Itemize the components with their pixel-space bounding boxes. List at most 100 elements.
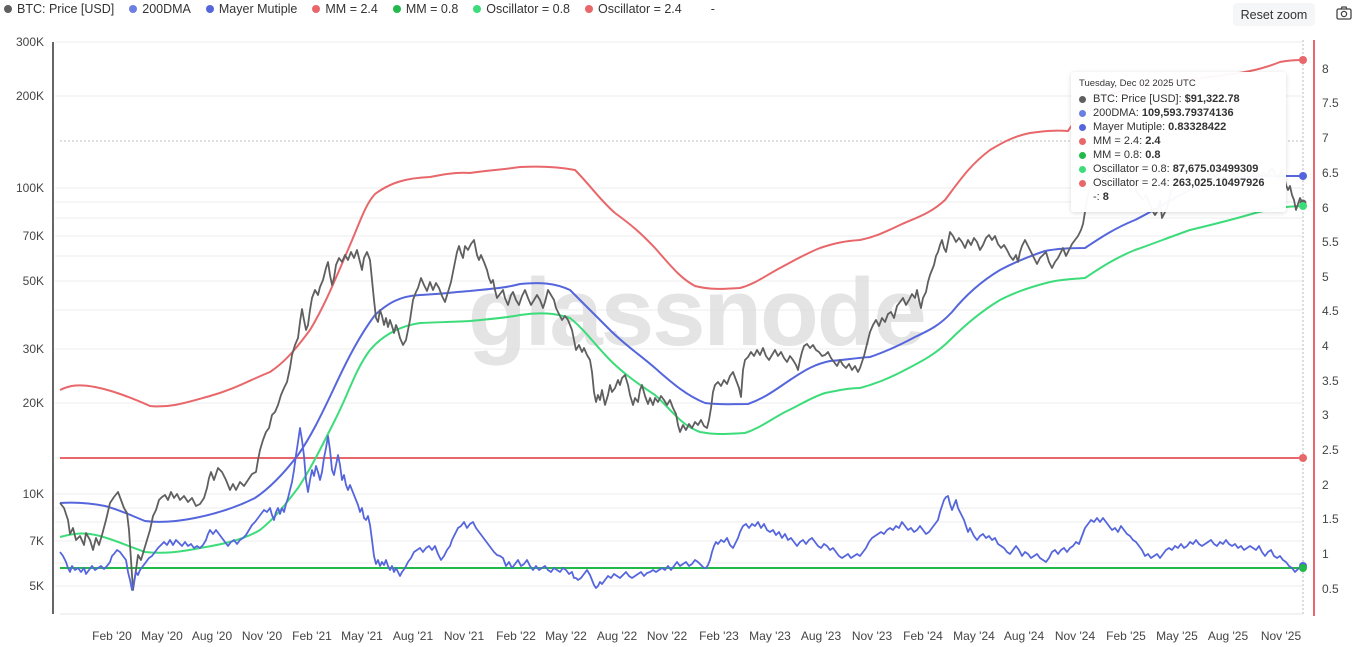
svg-text:Aug '21: Aug '21 [393,629,434,643]
legend-dot-icon [585,5,594,13]
legend-item-mayer-multiple[interactable]: Mayer Mutiple [205,2,298,16]
svg-text:3: 3 [1322,408,1329,422]
legend-label: Oscillator = 0.8 [486,2,571,16]
svg-text:5: 5 [1322,270,1329,284]
legend-label: MM = 2.4 [325,2,378,16]
svg-text:Aug '23: Aug '23 [801,629,842,643]
legend-label: Oscillator = 2.4 [598,2,682,16]
svg-text:4.5: 4.5 [1322,304,1339,318]
svg-text:Aug '22: Aug '22 [597,629,638,643]
svg-text:300K: 300K [16,35,44,49]
svg-text:Nov '23: Nov '23 [852,629,893,643]
svg-text:Feb '21: Feb '21 [292,629,332,643]
svg-text:200K: 200K [16,89,44,103]
tooltip-date: Tuesday, Dec 02 2025 UTC [1079,78,1196,89]
svg-text:Nov '24: Nov '24 [1055,629,1096,643]
legend-dot-icon [129,5,138,13]
legend-label: MM = 0.8 [405,2,459,16]
svg-text:Feb '25: Feb '25 [1106,629,1146,643]
tooltip-row-mayer-multiple: Mayer Mutiple: 0.83328422 [1079,120,1278,134]
svg-text:20K: 20K [23,396,44,410]
legend-label: - [710,2,715,16]
hover-tooltip: Tuesday, Dec 02 2025 UTC BTC: Price [USD… [1071,72,1286,212]
svg-text:30K: 30K [23,342,44,356]
svg-text:6: 6 [1322,201,1329,215]
svg-text:7K: 7K [29,534,44,548]
svg-text:10K: 10K [23,487,44,501]
svg-text:Aug '24: Aug '24 [1004,629,1045,643]
legend-dot-icon [312,5,321,13]
legend-dot-icon [4,5,12,13]
svg-text:May '25: May '25 [1156,629,1198,643]
svg-text:Nov '22: Nov '22 [647,629,688,643]
legend-item-oscillator-2-4[interactable]: Oscillator = 2.4 [585,2,682,16]
reset-zoom-button[interactable]: Reset zoom [1233,3,1315,26]
right-axis-ticks: 8 7.5 7 6.5 6 5.5 5 4.5 4 3.5 3 2.5 2 1.… [1322,62,1339,596]
svg-text:5.5: 5.5 [1322,235,1339,249]
svg-text:Feb '23: Feb '23 [699,629,739,643]
svg-text:Feb '22: Feb '22 [496,629,536,643]
legend-dot-icon [473,5,482,13]
tooltip-row-mm-2-4: MM = 2.4: 2.4 [1079,134,1278,148]
legend-item-btc-price[interactable]: BTC: Price [USD] [4,2,114,16]
legend-item-oscillator-0-8[interactable]: Oscillator = 0.8 [473,2,570,16]
glassnode-watermark: glassnode [468,259,925,366]
svg-text:Nov '21: Nov '21 [444,629,485,643]
tooltip-row-dash: -: 8 [1093,191,1109,203]
tooltip-row-mm-0-8: MM = 0.8: 0.8 [1079,148,1278,162]
svg-text:Aug '25: Aug '25 [1208,629,1249,643]
svg-text:May '24: May '24 [953,629,995,643]
svg-text:May '23: May '23 [749,629,791,643]
chart-legend: BTC: Price [USD] 200DMA Mayer Mutiple MM… [4,2,730,16]
dot-icon [1079,179,1086,187]
svg-text:2.5: 2.5 [1322,443,1339,457]
svg-text:6.5: 6.5 [1322,166,1339,180]
dot-icon [1079,95,1086,103]
dot-icon [1079,137,1086,145]
svg-text:1.5: 1.5 [1322,512,1339,526]
legend-label: BTC: Price [USD] [17,2,115,16]
series-oscillator-2-4 [59,59,1304,408]
svg-text:0.5: 0.5 [1322,582,1339,596]
tooltip-row-btc-price: BTC: Price [USD]: $91,322.78 [1079,92,1278,106]
camera-icon[interactable] [1336,6,1352,20]
svg-text:May '21: May '21 [341,629,383,643]
legend-item-dash[interactable]: - [711,2,715,16]
svg-text:Nov '20: Nov '20 [242,629,283,643]
svg-text:3.5: 3.5 [1322,374,1339,388]
series-mayer-multiple [59,427,1304,591]
svg-text:May '22: May '22 [545,629,587,643]
svg-text:50K: 50K [23,274,44,288]
legend-item-mm-2-4[interactable]: MM = 2.4 [312,2,378,16]
svg-text:1: 1 [1322,547,1329,561]
legend-dot-icon [392,5,401,13]
legend-dot-icon [205,5,214,13]
svg-text:Nov '25: Nov '25 [1261,629,1302,643]
svg-text:100K: 100K [16,181,44,195]
legend-label: 200DMA [142,2,191,16]
tooltip-row-oscillator-2-4: Oscillator = 2.4: 263,025.10497926 [1079,176,1278,190]
legend-item-200dma[interactable]: 200DMA [129,2,191,16]
svg-text:Aug '20: Aug '20 [192,629,233,643]
svg-text:7: 7 [1322,131,1329,145]
legend-item-mm-0-8[interactable]: MM = 0.8 [392,2,459,16]
svg-text:5K: 5K [29,579,44,593]
hover-markers [1299,56,1307,572]
svg-text:2: 2 [1322,478,1329,492]
tooltip-row-200dma: 200DMA: 109,593.79374136 [1079,106,1278,120]
svg-text:4: 4 [1322,339,1329,353]
dot-icon [1079,109,1086,117]
legend-label: Mayer Mutiple [218,2,298,16]
svg-text:70K: 70K [23,229,44,243]
gridlines [55,41,1303,587]
dot-icon [1079,165,1086,173]
svg-text:8: 8 [1322,62,1329,76]
tooltip-row-oscillator-0-8: Oscillator = 0.8: 87,675.03499309 [1079,162,1278,176]
svg-text:Feb '24: Feb '24 [903,629,943,643]
left-axis-ticks: 300K 200K 100K 70K 50K 30K 20K 10K 7K 5K [16,35,44,593]
x-axis-ticks: Feb '20 May '20 Aug '20 Nov '20 Feb '21 … [92,629,1301,643]
svg-text:May '20: May '20 [141,629,183,643]
series-200dma [59,174,1303,523]
svg-text:7.5: 7.5 [1322,96,1339,110]
